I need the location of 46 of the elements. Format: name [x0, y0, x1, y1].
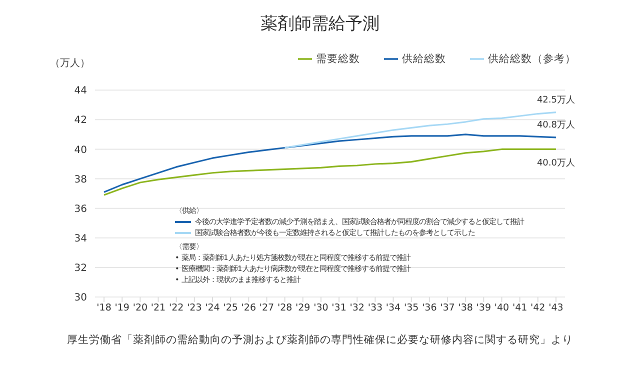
legend-label: 供給総数（参考）: [488, 53, 576, 65]
x-tick-label: '36: [422, 302, 437, 314]
y-tick-label: 32: [74, 262, 87, 274]
annotation: 40.8万人: [536, 119, 575, 130]
x-tick-label: '24: [205, 302, 220, 314]
x-tick-label: '37: [440, 302, 455, 314]
line-series: [103, 134, 557, 193]
x-tick-label: '26: [241, 302, 256, 314]
x-tick-label: '35: [404, 302, 419, 314]
x-tick-label: '21: [150, 302, 166, 314]
x-tick-label: '23: [187, 302, 202, 314]
x-tick-label: '22: [168, 302, 184, 314]
line-series: [103, 148, 557, 196]
line-series: [284, 111, 557, 149]
x-tick-label: '33: [368, 302, 383, 314]
chart-title: 薬剤師需給予測: [260, 13, 380, 35]
x-tick-label: '39: [476, 302, 492, 314]
annotation: 42.5万人: [536, 94, 575, 106]
x-tick-label: '27: [259, 302, 274, 314]
x-tick-label: '28: [277, 302, 292, 314]
x-tick-label: '20: [132, 302, 148, 314]
y-tick-label: 34: [74, 233, 87, 244]
x-tick-label: '41: [512, 302, 528, 314]
y-tick-label: 36: [74, 204, 87, 215]
x-tick-label: '25: [223, 302, 238, 314]
x-tick-label: '19: [114, 302, 130, 314]
x-tick-label: '29: [296, 302, 310, 314]
x-tick-label: '18: [96, 302, 112, 314]
x-tick-label: '40: [494, 302, 510, 314]
x-tick-label: '34: [386, 302, 401, 314]
y-tick-label: 42: [74, 115, 87, 126]
y-tick-label: 44: [74, 86, 87, 97]
x-tick-label: '31: [332, 302, 346, 314]
x-tick-label: '32: [350, 302, 364, 314]
x-tick-label: '30: [314, 302, 328, 314]
x-tick-label: '38: [458, 302, 473, 314]
legend-label: 供給総数: [402, 53, 446, 65]
y-tick-label: 38: [74, 174, 87, 186]
y-tick-label: 30: [74, 292, 87, 304]
y-tick-label: 40: [74, 144, 87, 156]
x-tick-label: '43: [548, 302, 564, 314]
legend-label: 需要総数: [316, 53, 360, 65]
y-axis-title: （万人）: [50, 57, 90, 70]
annotation: 40.0万人: [536, 158, 575, 169]
x-tick-label: '42: [530, 302, 546, 314]
text: 厚生労働省「薬剤師の需給動向の予測および薬剤師の専門性確保に必要な研修内容に関する研究」より: [66, 333, 574, 347]
